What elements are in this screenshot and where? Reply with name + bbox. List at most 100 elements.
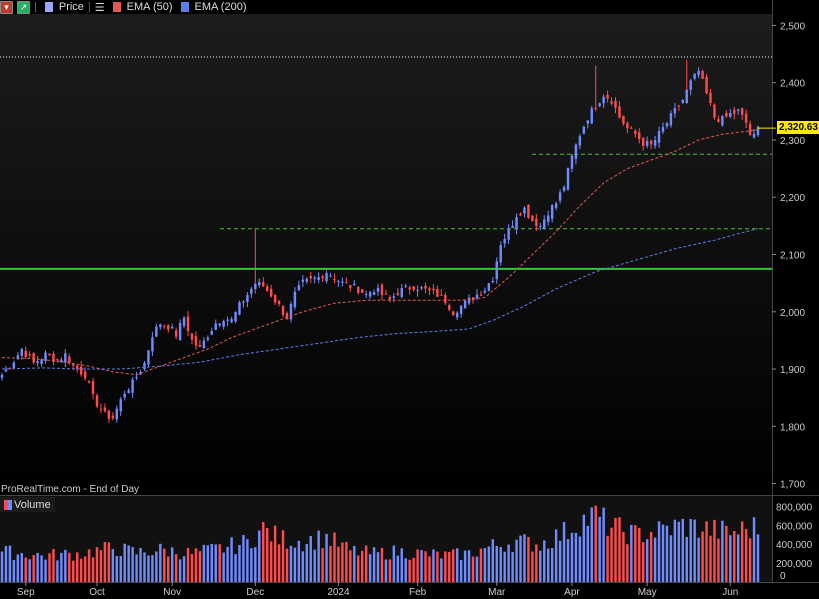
candle-up (570, 155, 574, 169)
volume-bar (159, 543, 162, 582)
volume-bar (60, 552, 63, 582)
volume-bar (610, 527, 613, 582)
volume-bar (48, 553, 51, 582)
volume-bar (210, 543, 214, 582)
volume-bar (388, 559, 392, 582)
volume-bar (170, 547, 174, 582)
candle-up (483, 290, 487, 293)
volume-bar (519, 535, 522, 582)
volume-bar (638, 528, 641, 582)
volume-bar (452, 549, 455, 582)
candle-down (309, 276, 312, 279)
candle-down (424, 285, 427, 289)
candle-up (293, 291, 297, 308)
volume-bar (83, 556, 87, 582)
last-price-label: 2,320.63 (777, 121, 819, 135)
volume-bar (499, 547, 502, 582)
volume-bar (265, 528, 269, 582)
candle-down (52, 353, 55, 362)
ema200-label[interactable]: EMA (200) (194, 1, 247, 13)
volume-bar (360, 550, 364, 582)
ema200-color-swatch (180, 2, 189, 12)
candle-down (519, 213, 522, 216)
candle-down (56, 359, 59, 361)
candle-down (641, 137, 645, 146)
volume-bar (420, 550, 423, 582)
candle-up (147, 350, 150, 365)
candle-up (313, 277, 316, 279)
candle-down (174, 330, 178, 337)
price-tick-label: 2,500 (780, 21, 805, 32)
volume-bar (436, 551, 439, 582)
price-label[interactable]: Price (58, 1, 84, 13)
collapse-icon[interactable]: ▾ (0, 0, 13, 14)
price-axis[interactable]: 1,700 1,800 1,900 2,000 2,100 2,200 2,300 2,400… (758, 21, 805, 491)
candle-down (677, 105, 681, 107)
candle-down (99, 408, 103, 410)
volume-bar (226, 546, 229, 582)
volume-bar (685, 536, 688, 582)
volume-bar (198, 551, 202, 582)
candle-up (159, 324, 162, 328)
volume-bar (8, 545, 12, 582)
candle-up (681, 99, 685, 104)
candle-down (626, 123, 629, 129)
volume-bar (99, 550, 103, 582)
candle-down (740, 108, 744, 115)
candle-up (254, 283, 257, 290)
candle-up (400, 287, 403, 297)
price-plot (0, 56, 772, 423)
volume-bar (238, 544, 241, 582)
candle-down (436, 288, 439, 297)
volume-bar (273, 525, 277, 582)
time-tick-label: May (638, 587, 657, 598)
volume-bar (657, 521, 661, 582)
volume-bar (511, 551, 514, 582)
candle-down (717, 119, 720, 122)
candle-down (83, 371, 87, 379)
time-tick-label: Oct (89, 587, 105, 598)
volume-bar (123, 543, 126, 582)
volume-bar (246, 539, 249, 582)
candle-up (364, 293, 368, 295)
candle-up (420, 287, 423, 289)
candle-up (653, 139, 657, 146)
volume-label[interactable]: Volume (14, 498, 51, 511)
price-tick-label: 2,300 (780, 136, 805, 147)
candle-down (273, 294, 277, 303)
settings-icon[interactable]: ☰ (94, 1, 105, 14)
candle-up (20, 348, 24, 356)
candle-up (511, 225, 514, 228)
volume-bar (736, 534, 740, 582)
volume-bar (186, 547, 190, 582)
volume-bar (566, 539, 570, 582)
expand-icon[interactable]: ↗ (17, 0, 30, 14)
time-tick-label: Sep (17, 587, 35, 598)
candle-up (499, 245, 502, 263)
candle-up (495, 261, 498, 279)
candle-down (748, 123, 752, 135)
candle-down (610, 101, 613, 104)
candle-down (194, 336, 198, 346)
candle-down (186, 316, 190, 332)
volume-bar (459, 559, 463, 582)
volume-bar (531, 551, 534, 582)
candle-down (265, 286, 269, 291)
candle-up (507, 229, 510, 240)
volume-bar (44, 559, 47, 582)
candle-down (713, 104, 716, 118)
candle-down (111, 415, 115, 419)
candle-up (546, 215, 550, 222)
candle-up (234, 312, 237, 322)
volume-bar (289, 545, 293, 582)
candle-up (170, 326, 174, 329)
volume-bar (218, 544, 221, 582)
ema50-label[interactable]: EMA (50) (126, 1, 173, 13)
candle-up (372, 292, 376, 295)
volume-bar (721, 520, 724, 582)
volume-bar (309, 536, 312, 582)
time-axis[interactable]: Sep Oct Nov Dec 2024 Feb Mar Apr May Jun (17, 582, 739, 598)
volume-bar (725, 525, 728, 582)
